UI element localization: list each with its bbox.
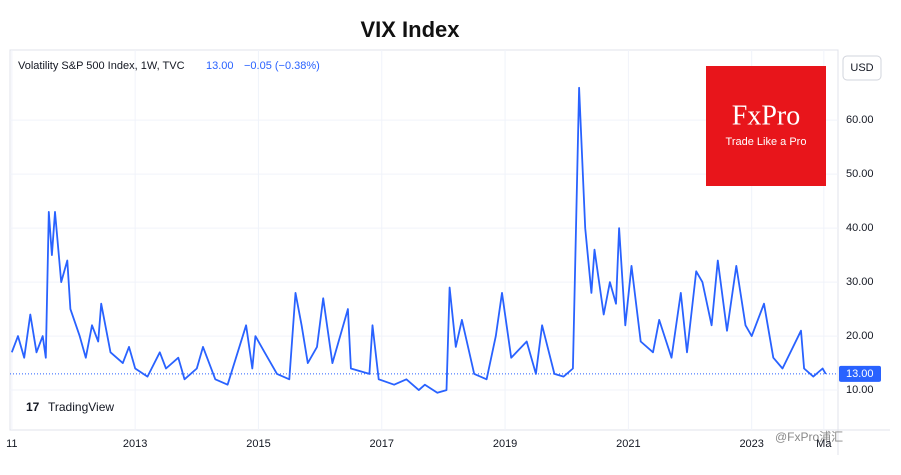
currency-box[interactable]	[842, 55, 882, 81]
marks	[10, 86, 838, 394]
grid	[10, 50, 838, 430]
brand-name: FxPro	[732, 100, 800, 131]
y-tick-label: 50.00	[846, 168, 874, 180]
line-series	[10, 86, 827, 394]
brand-logo	[706, 66, 826, 186]
last-value-tag	[839, 365, 881, 382]
y-tick-label: 40.00	[846, 222, 874, 234]
y-tick-label: 10.00	[846, 384, 874, 396]
currency: USD	[850, 62, 873, 74]
x-tick-label: 2021	[616, 438, 640, 450]
platform-name: TradingView	[48, 400, 114, 414]
x-tick-label: Ma	[816, 438, 832, 450]
x-tick-label: 11	[6, 438, 17, 450]
tv-icon: 17	[26, 400, 40, 414]
x-tick-label: 2013	[123, 438, 147, 450]
chart-title: VIX Index	[360, 17, 460, 42]
last-value-label: 13.00	[846, 368, 874, 380]
watermark: @FxPro浦汇	[775, 430, 843, 444]
x-tick-label: 2015	[246, 438, 270, 450]
brand-tagline: Trade Like a Pro	[726, 136, 807, 148]
legend-value: 13.00	[206, 60, 234, 72]
x-tick-label: 2023	[739, 438, 763, 450]
y-tick-label: 30.00	[846, 276, 874, 288]
x-tick-label: 2019	[493, 438, 517, 450]
legend-change: −0.05 (−0.38%)	[244, 60, 320, 72]
x-tick-label: 2017	[370, 438, 394, 450]
y-tick-label: 60.00	[846, 114, 874, 126]
legend-label: Volatility S&P 500 Index, 1W, TVC	[18, 60, 185, 72]
y-tick-label: 20.00	[846, 330, 874, 342]
